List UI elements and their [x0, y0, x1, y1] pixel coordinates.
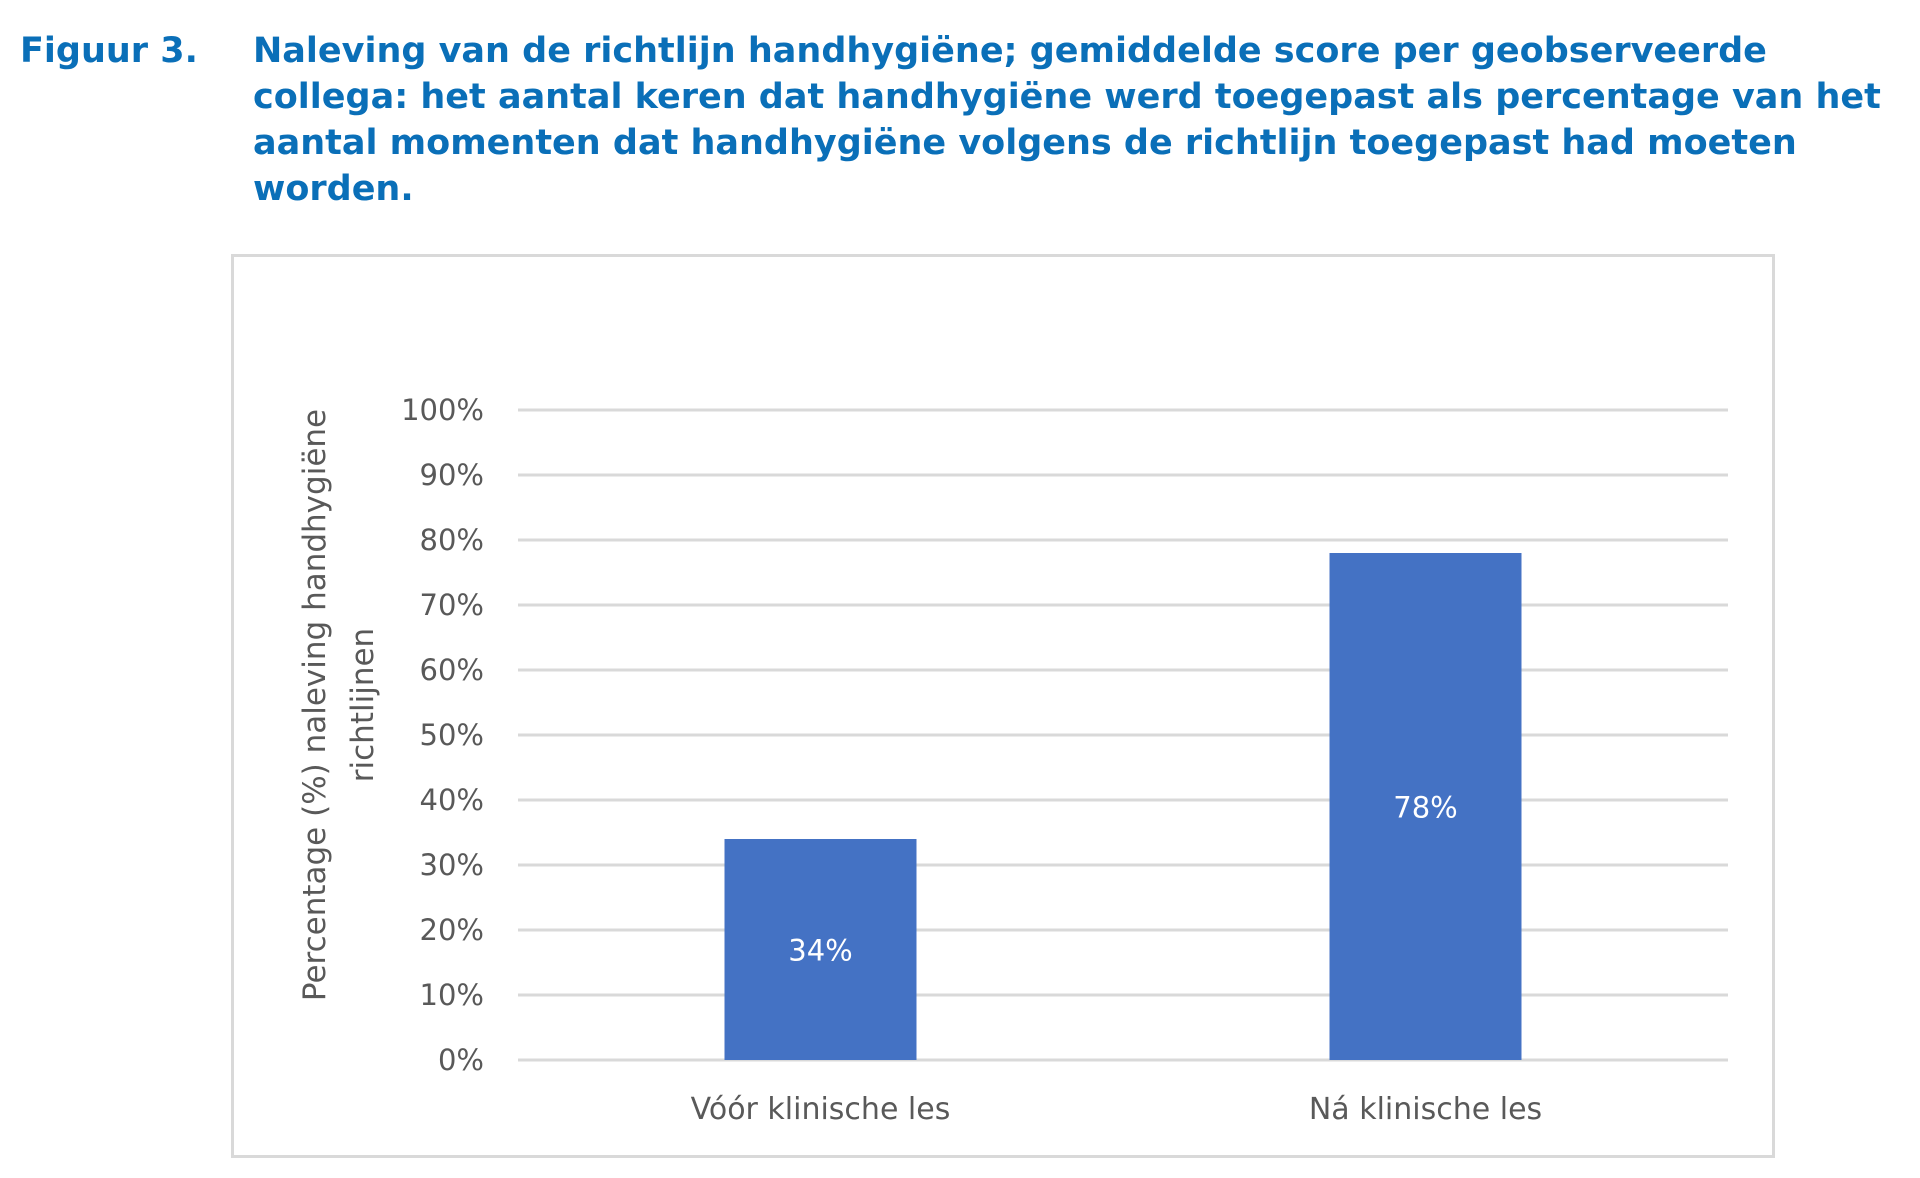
gridlines — [518, 408, 1728, 1062]
y-tick-label: 40% — [420, 783, 484, 817]
y-tick-label: 70% — [420, 588, 484, 622]
x-tick-label: Vóór klinische les — [691, 1092, 951, 1127]
y-tick-label: 80% — [420, 523, 484, 557]
data-label: 34% — [788, 934, 852, 968]
y-axis-label: Percentage (%) naleving handhygiëne richt… — [297, 409, 381, 1001]
y-tick-label: 90% — [420, 458, 484, 492]
bar — [724, 839, 917, 1060]
figure-title: Naleving van de richtlijn handhygiëne; g… — [253, 31, 1881, 209]
x-tick-label: Ná klinische les — [1309, 1092, 1542, 1127]
y-tick-labels: 0% 10% 20% 30% 40% 50% 60% 70% 80% 90% 100% — [401, 393, 484, 1077]
y-tick-label: 10% — [420, 978, 484, 1012]
x-tick-labels: Vóór klinische les Ná klinische les — [691, 1092, 1543, 1127]
y-tick-label: 50% — [420, 718, 484, 752]
y-tick-label: 20% — [420, 913, 484, 947]
y-tick-label: 0% — [438, 1043, 484, 1077]
y-axis-label-line: Percentage (%) naleving handhygiëne — [297, 409, 333, 1001]
bar — [1329, 553, 1522, 1060]
data-label: 78% — [1393, 791, 1457, 825]
bars — [724, 553, 1522, 1060]
y-tick-label: 30% — [420, 848, 484, 882]
data-labels: 34% 78% — [788, 791, 1457, 968]
y-tick-label: 100% — [401, 393, 484, 427]
figure-number: Figuur 3. — [20, 31, 198, 71]
y-tick-label: 60% — [420, 653, 484, 687]
y-axis-label-line: richtlijnen — [345, 628, 381, 782]
